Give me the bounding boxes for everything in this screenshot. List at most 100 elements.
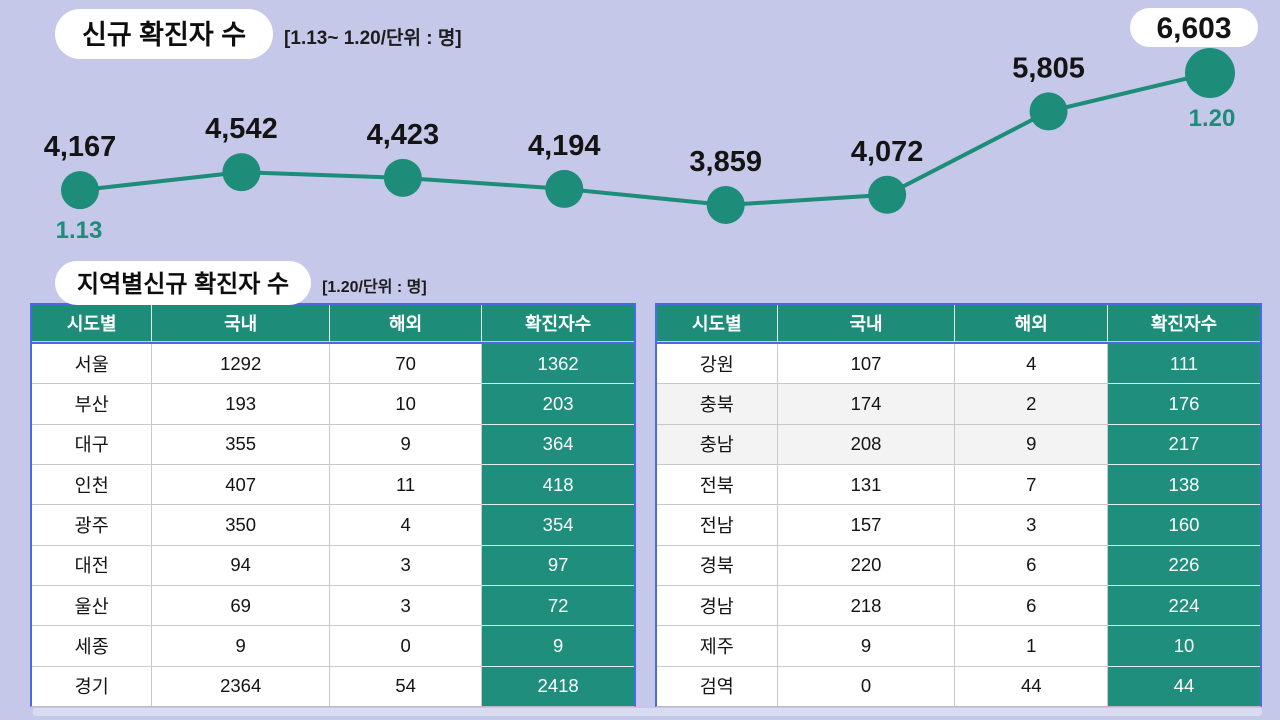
total-cases: 224: [1108, 585, 1260, 627]
region-table-left: 시도별 국내 해외 확진자수 서울 1292 70 1362 부산 193 10 203 대구 355 9 3…: [30, 303, 636, 707]
table-row: 제주 9 1 10: [657, 626, 1260, 667]
highlight-value: 6,603: [1156, 12, 1231, 45]
highlight-badge: [1130, 8, 1258, 47]
table-header-row: 시도별 국내 해외 확진자수: [32, 305, 634, 344]
case-count: 157: [777, 505, 956, 546]
table-row: 전남 157 3 160: [657, 505, 1260, 546]
case-count: 70: [329, 344, 483, 385]
case-count: 69: [152, 585, 330, 627]
data-point: [545, 169, 584, 208]
case-count: 407: [152, 464, 330, 506]
case-count: 9: [777, 626, 956, 667]
case-count: 94: [152, 545, 330, 586]
table-row: 충남 208 9 217: [657, 424, 1260, 465]
chart-subtitle: [1.13~ 1.20/단위 : 명]: [284, 27, 462, 49]
data-point: [868, 175, 907, 214]
table-row: 대구 355 9 364: [32, 424, 634, 465]
case-count: 208: [777, 424, 956, 465]
total-cases: 160: [1108, 505, 1260, 546]
case-count: 355: [152, 424, 330, 465]
region-name: 전북: [657, 464, 778, 506]
total-cases: 72: [482, 585, 634, 627]
region-table-right: 시도별 국내 해외 확진자수 강원 107 4 111 충북 174 2 176 충남 208 9 217 전북…: [655, 303, 1262, 707]
region-name: 대전: [32, 545, 153, 586]
case-count: 174: [777, 384, 956, 425]
case-count: 9: [955, 424, 1109, 465]
region-name: 제주: [657, 626, 778, 667]
data-point: [61, 171, 99, 210]
total-cases: 364: [482, 424, 634, 465]
data-label: 3,859: [689, 146, 762, 178]
trend-line-chart: 4,167 4,542 4,423 4,194 3,859 4,072 5,805 6,603…: [44, 8, 1258, 244]
x-label-first: 1.13: [56, 217, 103, 244]
column-header: 해외: [955, 305, 1109, 342]
table-row: 전북 131 7 138: [657, 464, 1260, 506]
total-cases: 226: [1108, 545, 1260, 586]
case-count: 2: [955, 384, 1109, 425]
tables-subtitle: [1.20/단위 : 명]: [322, 279, 427, 296]
case-count: 10: [329, 384, 483, 425]
case-count: 4: [955, 344, 1109, 385]
case-count: 1292: [152, 344, 330, 385]
table-row: 광주 350 4 354: [32, 505, 634, 546]
region-name: 세종: [32, 626, 153, 667]
chart-title: 신규 확진자 수: [55, 9, 274, 59]
table-row: 경기 2364 54 2418: [32, 666, 634, 706]
total-cases: 354: [482, 505, 634, 546]
tables-title-group: 지역별신규 확진자 수 [1.20/단위 : 명]: [55, 261, 427, 305]
region-name: 인천: [32, 464, 153, 506]
total-cases: 10: [1108, 626, 1260, 667]
case-count: 54: [330, 666, 483, 706]
region-name: 부산: [32, 384, 153, 425]
total-cases: 203: [482, 384, 634, 425]
case-count: 107: [777, 344, 956, 385]
total-cases: 176: [1108, 384, 1260, 425]
case-count: 6: [955, 545, 1109, 586]
tables-title: 지역별신규 확진자 수: [55, 261, 312, 305]
table-row: 서울 1292 70 1362: [32, 344, 634, 385]
case-count: 0: [329, 626, 483, 667]
case-count: 193: [152, 384, 330, 425]
case-count: 4: [329, 505, 483, 546]
case-count: 9: [152, 626, 330, 667]
case-count: 6: [955, 585, 1109, 627]
case-count: 350: [152, 505, 330, 546]
total-cases: 217: [1108, 424, 1260, 465]
region-name: 검역: [657, 666, 778, 706]
case-count: 3: [329, 585, 483, 627]
region-name: 경북: [657, 545, 778, 586]
chart-title-group: 신규 확진자 수 [1.13~ 1.20/단위 : 명]: [55, 9, 462, 59]
data-point: [1185, 48, 1235, 98]
case-count: 3: [955, 505, 1109, 546]
data-label: 4,167: [44, 131, 117, 163]
region-name: 충남: [657, 424, 778, 465]
region-name: 울산: [32, 585, 153, 627]
table-row: 경북 220 6 226: [657, 545, 1260, 586]
data-label: 4,072: [851, 136, 924, 168]
total-cases: 1362: [482, 344, 634, 385]
data-label: 4,542: [205, 113, 278, 145]
region-name: 강원: [657, 344, 778, 385]
table-row: 충북 174 2 176: [657, 384, 1260, 425]
region-name: 서울: [32, 344, 153, 385]
column-header: 국내: [777, 305, 956, 342]
total-cases: 2418: [482, 666, 634, 706]
data-point: [222, 153, 261, 192]
case-count: 44: [955, 666, 1109, 706]
total-cases: 418: [482, 464, 634, 506]
column-header: 시도별: [32, 305, 153, 342]
case-count: 2364: [152, 666, 330, 706]
x-label-last: 1.20: [1189, 105, 1236, 132]
table-row: 대전 94 3 97: [32, 545, 634, 586]
region-name: 경기: [32, 666, 153, 706]
region-name: 대구: [32, 424, 153, 465]
table-bottom-edge: [33, 708, 1262, 716]
total-cases: 44: [1108, 666, 1260, 706]
table-row: 인천 407 11 418: [32, 464, 634, 506]
table-row: 검역 0 44 44: [657, 666, 1260, 706]
total-cases: 97: [482, 545, 634, 586]
column-header: 시도별: [657, 305, 778, 342]
total-cases: 9: [482, 626, 634, 667]
data-label: 4,194: [528, 130, 601, 162]
case-count: 9: [329, 424, 483, 465]
